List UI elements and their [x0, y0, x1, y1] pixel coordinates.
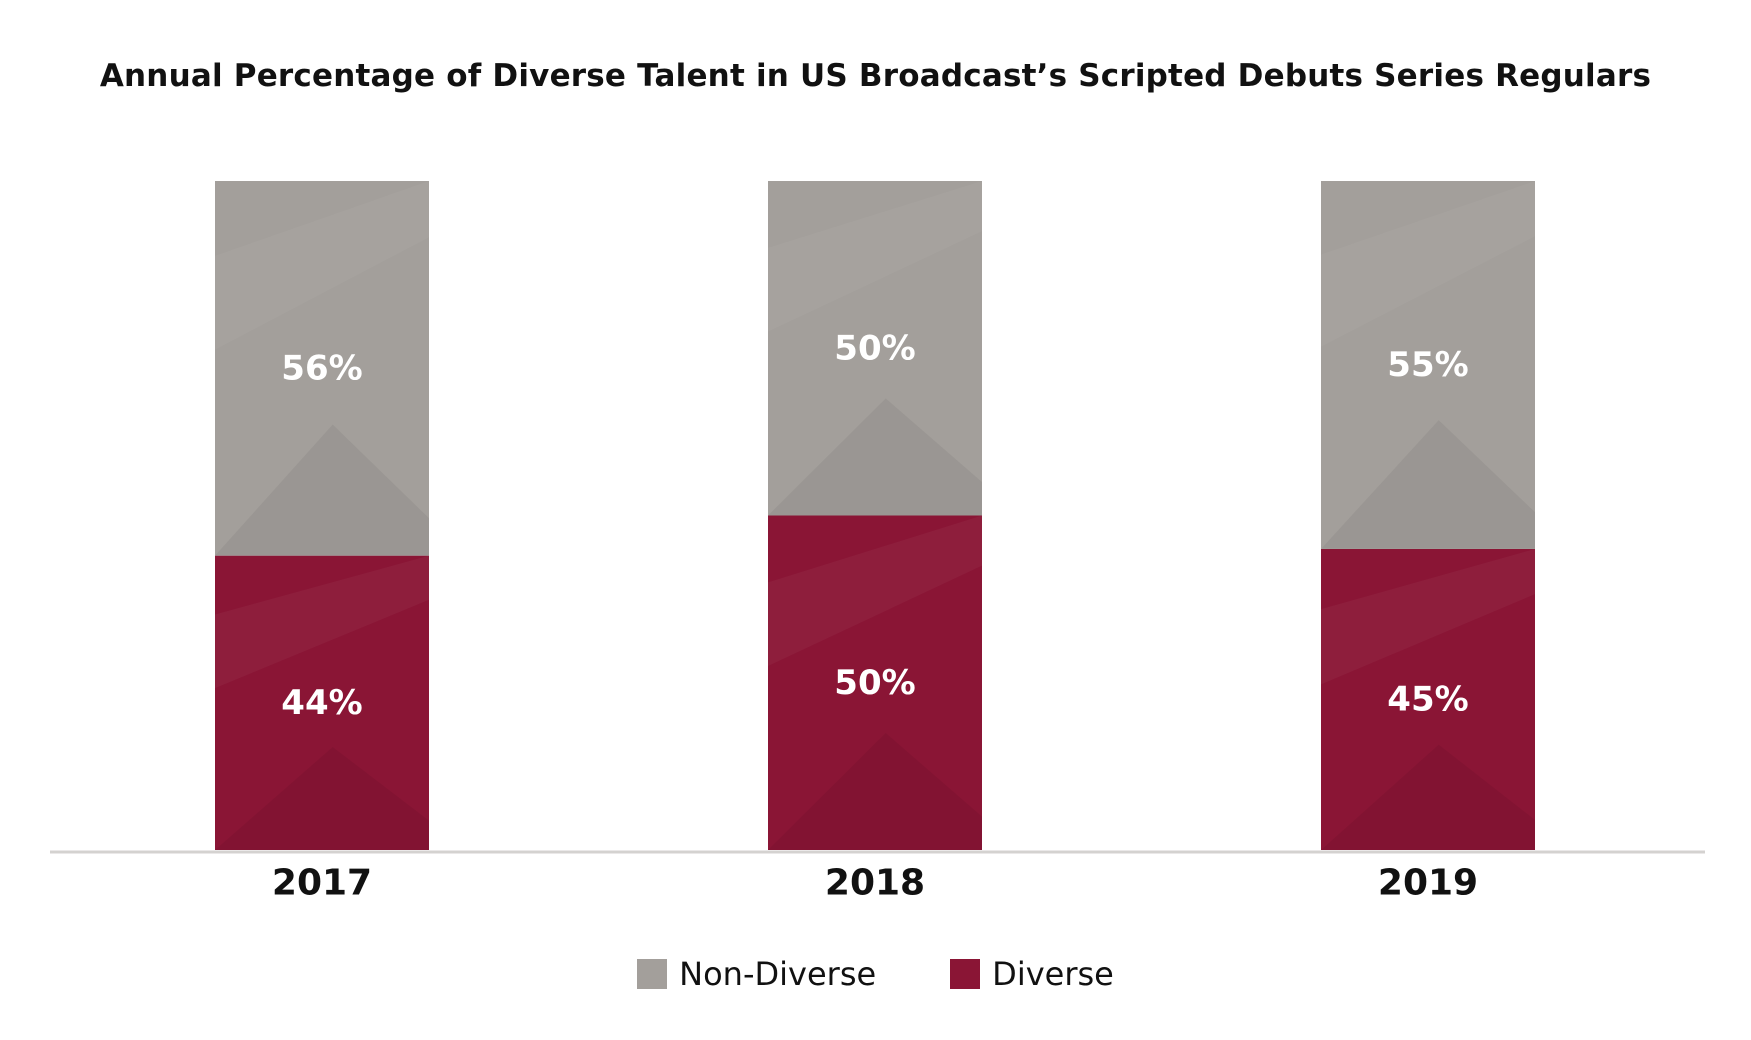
category-label-2019: 2019 — [1378, 863, 1478, 904]
value-label-non-diverse-2018: 50% — [834, 328, 915, 368]
legend-item-diverse: Diverse — [950, 955, 1114, 993]
value-label-non-diverse-2017: 56% — [281, 348, 362, 388]
bar-texture-non-diverse-2019 — [1321, 420, 1535, 549]
bars-layer — [215, 181, 1535, 850]
bar-sheen-non-diverse-2018 — [768, 181, 982, 332]
chart-title: Annual Percentage of Diverse Talent in U… — [99, 58, 1652, 94]
bar-non-diverse-2019 — [1321, 181, 1535, 549]
bar-texture-non-diverse-2017 — [215, 424, 429, 556]
value-label-diverse-2017: 44% — [281, 683, 362, 723]
legend: Non-Diverse Diverse — [0, 955, 1751, 993]
bar-non-diverse-2018 — [768, 181, 982, 516]
bar-texture-diverse-2019 — [1321, 744, 1535, 850]
legend-item-non-diverse: Non-Diverse — [637, 955, 876, 993]
category-label-2017: 2017 — [272, 863, 372, 904]
bar-diverse-2019 — [1321, 548, 1535, 850]
bar-diverse-2017 — [215, 555, 429, 850]
bar-sheen-diverse-2017 — [215, 555, 429, 689]
bar-non-diverse-2017 — [215, 181, 429, 556]
value-label-diverse-2019: 45% — [1387, 679, 1468, 719]
chart-plot: 44% 56% 2017 50% 50% 2018 45% 55% 2019 — [50, 181, 1705, 904]
legend-swatch-diverse — [950, 959, 981, 989]
legend-label-non-diverse: Non-Diverse — [679, 955, 877, 993]
bar-diverse-2018 — [768, 515, 982, 850]
labels-layer: 44% 56% 2017 50% 50% 2018 45% 55% 2019 — [272, 328, 1478, 903]
category-label-2018: 2018 — [825, 863, 925, 904]
value-label-diverse-2018: 50% — [834, 663, 915, 703]
legend-label-diverse: Diverse — [992, 955, 1114, 993]
bar-texture-diverse-2017 — [215, 746, 429, 850]
bar-sheen-diverse-2019 — [1321, 548, 1535, 685]
bar-texture-non-diverse-2018 — [768, 398, 982, 516]
value-label-non-diverse-2019: 55% — [1387, 345, 1468, 385]
bar-texture-diverse-2018 — [768, 732, 982, 850]
bar-sheen-diverse-2018 — [768, 515, 982, 667]
bar-sheen-non-diverse-2019 — [1321, 181, 1535, 347]
legend-swatch-non-diverse — [637, 959, 668, 989]
bar-sheen-non-diverse-2017 — [215, 181, 429, 350]
